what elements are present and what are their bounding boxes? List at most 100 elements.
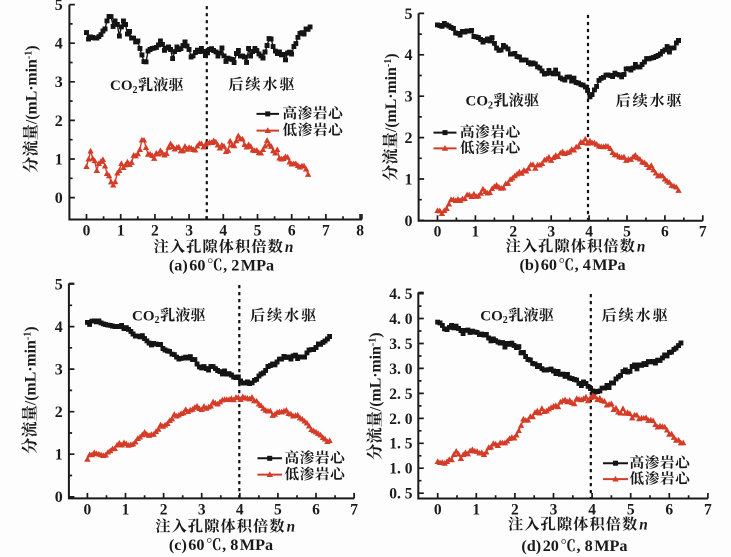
svg-text:0: 0: [434, 224, 442, 241]
svg-text:7: 7: [699, 224, 707, 241]
svg-text:3: 3: [550, 501, 558, 518]
svg-text:/(mL·min: /(mL·min: [23, 59, 40, 125]
svg-text:0: 0: [84, 501, 92, 518]
svg-text:5: 5: [55, 0, 63, 14]
svg-text:5: 5: [254, 222, 262, 239]
svg-text:2: 2: [55, 404, 63, 421]
svg-text:(b): (b): [520, 256, 540, 274]
svg-text:MPa: MPa: [241, 256, 274, 274]
svg-text:5: 5: [627, 501, 635, 518]
svg-text:n: n: [637, 238, 646, 255]
svg-text:2: 2: [155, 315, 160, 326]
svg-text:3: 3: [55, 74, 63, 91]
svg-text:5: 5: [623, 224, 631, 241]
svg-text:-1: -1: [368, 338, 379, 347]
svg-text:6: 6: [665, 501, 673, 518]
svg-text:(a): (a): [169, 256, 188, 274]
svg-text:MPa: MPa: [594, 537, 627, 555]
svg-text:4. 0: 4. 0: [389, 311, 413, 328]
svg-text:CO: CO: [466, 94, 489, 110]
svg-text:3: 3: [405, 89, 413, 106]
svg-text:4: 4: [236, 501, 244, 518]
svg-text:2: 2: [55, 113, 63, 130]
svg-text:): ): [23, 45, 40, 50]
svg-text:2: 2: [133, 85, 138, 96]
svg-text:60: 60: [541, 256, 557, 274]
svg-text:-1: -1: [383, 59, 394, 68]
svg-text:n: n: [287, 518, 296, 535]
svg-text:3: 3: [198, 501, 206, 518]
svg-text:4: 4: [405, 47, 413, 64]
svg-text:6: 6: [312, 501, 320, 518]
svg-text:2: 2: [151, 222, 159, 239]
svg-text:2. 0: 2. 0: [389, 411, 413, 428]
svg-text:2: 2: [405, 130, 413, 147]
svg-text:/(mL·min: /(mL·min: [22, 340, 39, 406]
svg-text:, 8: , 8: [222, 536, 238, 554]
svg-text:1. 0: 1. 0: [389, 461, 413, 478]
svg-text:6: 6: [661, 224, 669, 241]
svg-text:n: n: [639, 516, 648, 533]
svg-text:2: 2: [503, 315, 508, 326]
svg-text:(d): (d): [521, 537, 541, 555]
svg-text:1: 1: [117, 222, 125, 239]
svg-text:3. 5: 3. 5: [389, 336, 413, 353]
svg-text:4: 4: [55, 36, 63, 53]
svg-text:4. 5: 4. 5: [389, 286, 413, 303]
svg-text:7: 7: [704, 501, 712, 518]
svg-text:2. 5: 2. 5: [389, 386, 413, 403]
svg-text:4: 4: [588, 501, 596, 518]
svg-text:CO: CO: [480, 308, 503, 324]
svg-text:3. 0: 3. 0: [389, 361, 413, 378]
svg-text:2: 2: [160, 501, 168, 518]
svg-text:4: 4: [55, 319, 63, 336]
svg-text:5: 5: [274, 501, 282, 518]
svg-text:-1: -1: [23, 332, 34, 341]
svg-text:0: 0: [55, 489, 63, 506]
svg-text:1: 1: [122, 501, 130, 518]
svg-text:CO: CO: [132, 308, 155, 324]
svg-text:, 2: , 2: [223, 256, 239, 274]
svg-text:1: 1: [55, 151, 63, 168]
svg-text:60: 60: [188, 536, 204, 554]
svg-text:60: 60: [189, 256, 205, 274]
svg-text:1: 1: [405, 171, 413, 188]
svg-text:0: 0: [83, 222, 91, 239]
svg-text:1: 1: [472, 501, 480, 518]
svg-text:2: 2: [509, 224, 517, 241]
svg-text:0: 0: [434, 501, 442, 518]
svg-text:MPa: MPa: [592, 256, 625, 274]
svg-text:7: 7: [350, 501, 358, 518]
svg-text:3: 3: [55, 362, 63, 379]
svg-text:(c): (c): [169, 536, 187, 554]
svg-text:5: 5: [405, 6, 413, 23]
svg-text:1. 5: 1. 5: [389, 436, 413, 453]
svg-text:, 8: , 8: [577, 537, 593, 555]
svg-text:6: 6: [288, 222, 296, 239]
svg-text:/(mL·min: /(mL·min: [383, 67, 400, 133]
svg-text:n: n: [285, 239, 294, 256]
svg-text:7: 7: [322, 222, 330, 239]
svg-text:4: 4: [585, 224, 593, 241]
svg-text:0: 0: [55, 190, 63, 207]
svg-text:0: 0: [405, 213, 413, 230]
svg-text:5: 5: [55, 276, 63, 293]
svg-text:1: 1: [472, 224, 480, 241]
svg-text:3: 3: [547, 224, 555, 241]
svg-text:8: 8: [356, 222, 364, 239]
svg-text:/(mL·min: /(mL·min: [367, 346, 384, 412]
svg-text:4: 4: [219, 222, 227, 239]
svg-text:MPa: MPa: [240, 536, 273, 554]
svg-text:): ): [22, 326, 39, 331]
svg-text:-1: -1: [24, 51, 35, 60]
svg-text:0. 5: 0. 5: [389, 486, 413, 503]
svg-text:CO: CO: [110, 78, 133, 94]
svg-text:2: 2: [488, 100, 493, 111]
svg-text:20: 20: [543, 537, 559, 555]
svg-text:): ): [383, 53, 400, 58]
svg-text:3: 3: [185, 222, 193, 239]
svg-text:, 4: , 4: [575, 256, 591, 274]
svg-text:2: 2: [511, 501, 519, 518]
svg-text:1: 1: [55, 447, 63, 464]
svg-text:): ): [367, 332, 384, 337]
